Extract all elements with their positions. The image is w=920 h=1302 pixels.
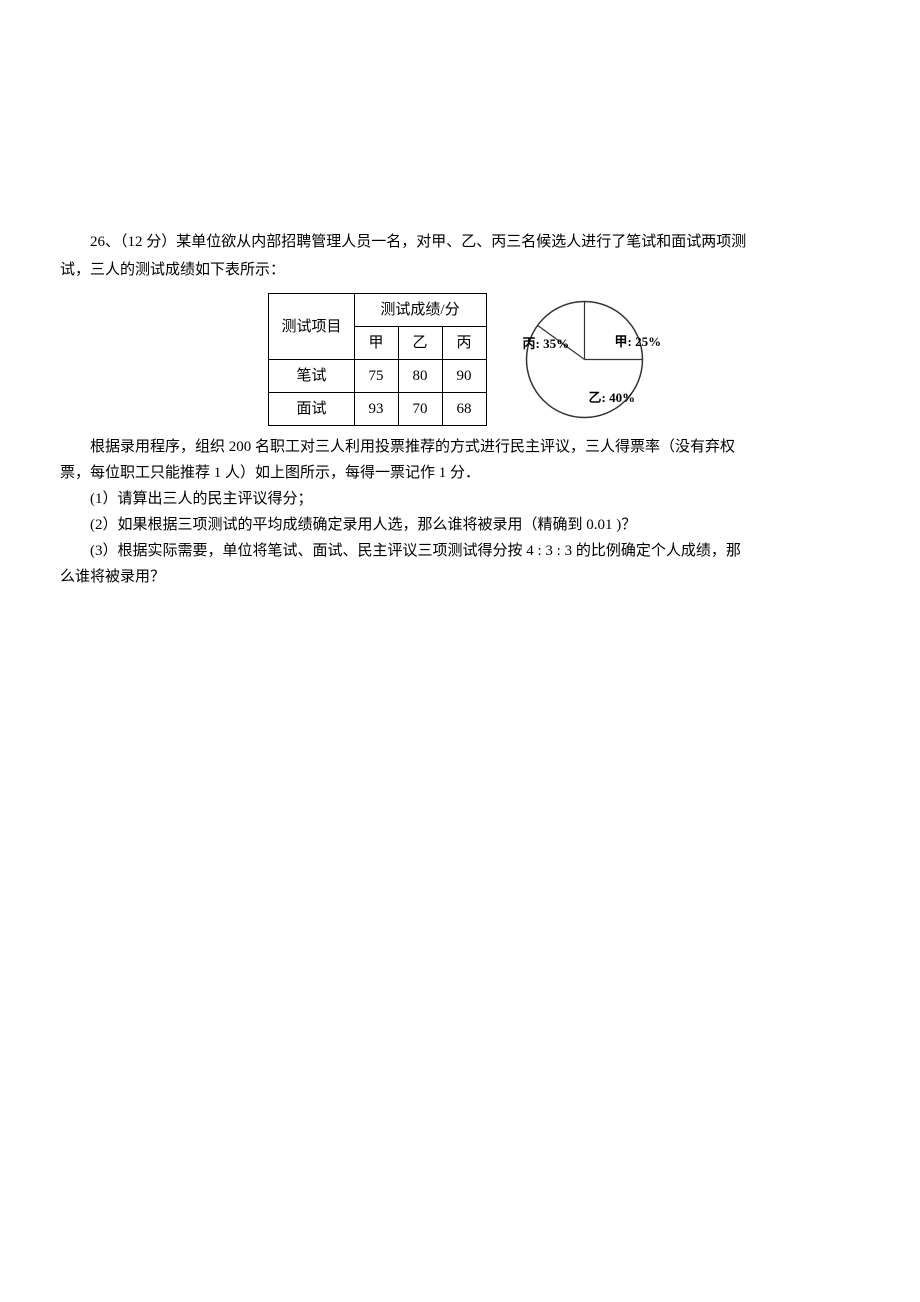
figure-row: 测试项目 测试成绩/分 甲 乙 丙 笔试 75 80 90 面试 93 70 6… bbox=[60, 292, 860, 427]
subquestion-3-line1: (3）根据实际需要，单位将笔试、面试、民主评议三项测试得分按 4 : 3 : 3… bbox=[60, 539, 860, 563]
question-number: 26、 bbox=[90, 234, 120, 250]
question-intro-line1: 26、（12 分）某单位欲从内部招聘管理人员一名，对甲、乙、丙三名候选人进行了笔… bbox=[60, 230, 860, 254]
row-label-interview: 面试 bbox=[269, 393, 354, 426]
cell: 93 bbox=[354, 393, 398, 426]
cell: 90 bbox=[442, 360, 486, 393]
subquestion-1: (1）请算出三人的民主评议得分； bbox=[60, 487, 860, 511]
table-header-score: 测试成绩/分 bbox=[354, 294, 486, 327]
table-row: 面试 93 70 68 bbox=[269, 393, 486, 426]
pie-label-bing: 丙: 35% bbox=[523, 334, 570, 355]
followup-line1: 根据录用程序，组织 200 名职工对三人利用投票推荐的方式进行民主评议，三人得票… bbox=[60, 435, 860, 459]
question-intro-line2: 试，三人的测试成绩如下表所示： bbox=[60, 258, 860, 282]
cell: 80 bbox=[398, 360, 442, 393]
question-text-1: 某单位欲从内部招聘管理人员一名，对甲、乙、丙三名候选人进行了笔试和面试两项测 bbox=[176, 234, 746, 250]
score-table: 测试项目 测试成绩/分 甲 乙 丙 笔试 75 80 90 面试 93 70 6… bbox=[268, 293, 486, 426]
table-row: 笔试 75 80 90 bbox=[269, 360, 486, 393]
table-col-yi: 乙 bbox=[398, 327, 442, 360]
cell: 70 bbox=[398, 393, 442, 426]
question-points: （12 分） bbox=[120, 234, 176, 250]
table-col-bing: 丙 bbox=[442, 327, 486, 360]
pie-label-yi: 乙: 40% bbox=[589, 388, 636, 409]
pie-chart: 甲: 25% 乙: 40% 丙: 35% bbox=[517, 292, 652, 427]
followup-line2: 票，每位职工只能推荐 1 人）如上图所示，每得一票记作 1 分． bbox=[60, 461, 860, 485]
cell: 75 bbox=[354, 360, 398, 393]
table-col-jia: 甲 bbox=[354, 327, 398, 360]
cell: 68 bbox=[442, 393, 486, 426]
row-label-written: 笔试 bbox=[269, 360, 354, 393]
pie-label-jia: 甲: 25% bbox=[615, 332, 662, 353]
subquestion-3-line2: 么谁将被录用？ bbox=[60, 565, 860, 589]
subquestion-2: (2）如果根据三项测试的平均成绩确定录用人选，那么谁将被录用（精确到 0.01 … bbox=[60, 513, 860, 537]
table-header-item: 测试项目 bbox=[269, 294, 354, 360]
